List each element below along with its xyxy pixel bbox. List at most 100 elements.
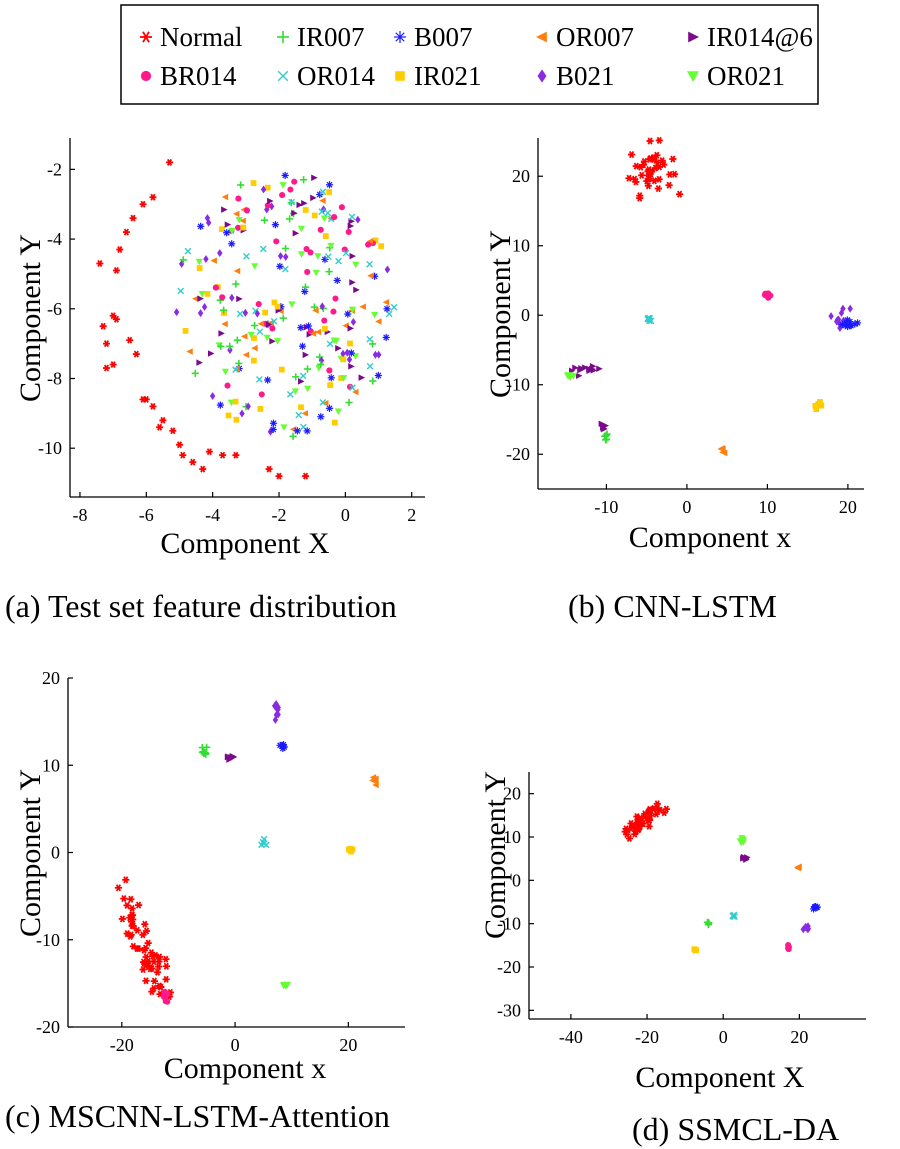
point-ir014-6 [349, 279, 356, 286]
point-ir021 [347, 340, 353, 347]
y-tick-label: -4 [47, 229, 62, 249]
point-or007 [257, 320, 265, 327]
point-normal [646, 155, 654, 163]
point-normal [135, 901, 143, 909]
point-or014 [281, 265, 289, 273]
legend-label: BR014 [160, 61, 237, 91]
point-or014 [730, 913, 737, 920]
point-ir021 [204, 290, 211, 297]
point-ir021 [322, 233, 329, 239]
point-or007 [342, 322, 349, 329]
point-b007 [844, 322, 852, 331]
point-ir021 [311, 212, 318, 219]
point-or014 [256, 328, 264, 336]
point-br014 [273, 238, 280, 245]
point-ir014-6 [601, 425, 608, 433]
point-or007 [367, 272, 374, 279]
point-normal [139, 931, 147, 939]
point-ir007 [233, 336, 241, 344]
point-or014 [366, 260, 373, 268]
point-or014 [184, 247, 192, 255]
point-normal [112, 315, 120, 323]
point-br014 [269, 325, 276, 332]
point-or007 [314, 328, 322, 336]
point-ir014-6 [269, 338, 276, 345]
point-or007 [352, 388, 359, 396]
point-or007 [309, 330, 317, 337]
point-br014 [279, 192, 286, 199]
point-or007 [720, 449, 728, 457]
point-or014 [299, 372, 307, 380]
point-or014 [319, 398, 327, 406]
point-br014 [330, 308, 337, 315]
point-normal [637, 163, 645, 171]
point-ir014-6 [349, 252, 356, 260]
point-or014 [236, 310, 244, 318]
y-tick-label: 0 [512, 870, 521, 890]
point-ir014-6 [310, 194, 317, 202]
point-normal [140, 946, 148, 954]
point-ir007 [369, 377, 377, 385]
point-normal [166, 158, 174, 166]
point-br014 [219, 294, 226, 301]
legend-marker-ir021 [395, 71, 405, 81]
point-or021 [314, 253, 322, 260]
point-normal [128, 904, 136, 913]
point-b007 [374, 371, 382, 380]
panel-caption: (c) MSCNN-LSTM-Attention [5, 1098, 390, 1134]
point-ir021 [693, 947, 700, 953]
point-or014 [260, 840, 268, 847]
point-or014 [366, 335, 374, 343]
point-ir014-6 [207, 350, 215, 357]
point-ir014-6 [358, 374, 366, 381]
point-br014 [785, 943, 792, 951]
point-b007 [298, 342, 307, 350]
legend-label: Normal [160, 22, 242, 52]
point-ir014-6 [224, 221, 232, 228]
point-ir021 [278, 366, 285, 373]
point-or014 [644, 315, 652, 323]
point-normal [155, 953, 164, 961]
point-b021 [344, 348, 350, 357]
point-or007 [359, 303, 366, 310]
point-or014 [319, 188, 327, 196]
point-or021 [340, 375, 348, 382]
point-ir014-6 [347, 222, 355, 230]
x-tick-label: -20 [635, 1027, 659, 1047]
point-ir007 [281, 244, 290, 253]
point-ir021 [233, 416, 240, 423]
point-br014 [345, 228, 352, 236]
point-ir014-6 [298, 378, 305, 385]
point-or021 [352, 261, 360, 269]
point-normal [144, 939, 152, 947]
point-normal [154, 962, 163, 971]
point-or021 [280, 424, 288, 431]
point-b007 [264, 376, 272, 384]
point-normal [96, 259, 104, 267]
point-or021 [195, 258, 203, 266]
legend-label: OR021 [707, 61, 785, 91]
point-b021 [375, 350, 382, 359]
point-b021 [804, 925, 811, 934]
point-normal [640, 157, 648, 166]
point-b021 [834, 317, 840, 326]
y-tick-label: -20 [506, 444, 530, 464]
point-normal [149, 402, 157, 410]
point-or014 [255, 375, 263, 383]
point-normal [644, 809, 652, 817]
point-or021 [312, 269, 320, 277]
point-normal [654, 184, 662, 193]
point-normal [627, 819, 635, 828]
point-normal [219, 451, 227, 459]
point-normal [644, 182, 652, 190]
point-or021 [273, 338, 282, 345]
point-or021 [739, 839, 748, 846]
point-normal [149, 193, 157, 201]
point-normal [265, 465, 273, 473]
point-normal [645, 175, 653, 183]
point-or021 [228, 228, 236, 235]
point-normal [150, 977, 158, 985]
point-b021 [229, 293, 235, 302]
point-or014 [390, 303, 398, 311]
